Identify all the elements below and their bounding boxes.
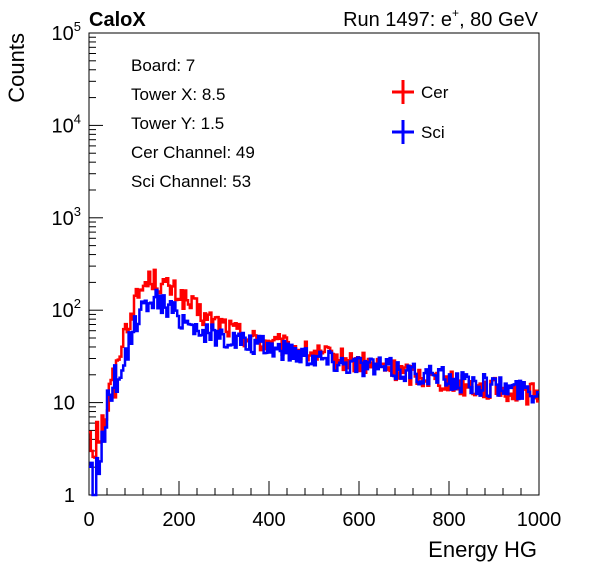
y-tick-label: 103 — [52, 204, 81, 230]
info-tower-x: Tower X: 8.5 — [131, 85, 226, 104]
x-tick-label: 200 — [162, 509, 195, 531]
x-tick-label: 400 — [252, 509, 285, 531]
run-label-main: Run 1497: e — [343, 9, 452, 31]
y-tick-label: 10 — [53, 393, 75, 415]
x-tick-label: 1000 — [517, 509, 562, 531]
legend-label-sci: Sci — [421, 123, 445, 142]
run-label-superscript: + — [452, 6, 459, 20]
series-layer — [89, 268, 539, 497]
legend-label-cer: Cer — [421, 83, 449, 102]
run-label: Run 1497: e+, 80 GeV — [343, 6, 539, 31]
y-tick-label: 102 — [52, 296, 81, 322]
y-tick-label: 104 — [52, 111, 81, 137]
x-tick-label: 0 — [83, 509, 94, 531]
experiment-title: CaloX — [89, 9, 146, 31]
x-tick-label: 600 — [342, 509, 375, 531]
info-sci-channel: Sci Channel: 53 — [131, 172, 251, 191]
run-label-suffix: , 80 GeV — [459, 9, 539, 31]
x-tick-label: 800 — [432, 509, 465, 531]
series-sci-line — [89, 288, 539, 497]
legend-marker-sci — [392, 120, 414, 144]
info-cer-channel: Cer Channel: 49 — [131, 143, 255, 162]
x-axis-label: Energy HG — [428, 537, 537, 562]
y-axis-label: Counts — [4, 33, 29, 103]
info-board: Board: 7 — [131, 56, 195, 75]
x-axis: 0 200 400 600 800 1000 — [83, 481, 561, 531]
y-tick-label: 1 — [64, 485, 75, 507]
legend-marker-cer — [392, 80, 414, 104]
y-axis: 1 10 102 103 104 105 — [52, 19, 103, 507]
y-tick-label: 105 — [52, 19, 81, 45]
legend: Cer Sci — [392, 80, 449, 144]
info-tower-y: Tower Y: 1.5 — [131, 114, 224, 133]
plot-frame — [88, 32, 540, 496]
